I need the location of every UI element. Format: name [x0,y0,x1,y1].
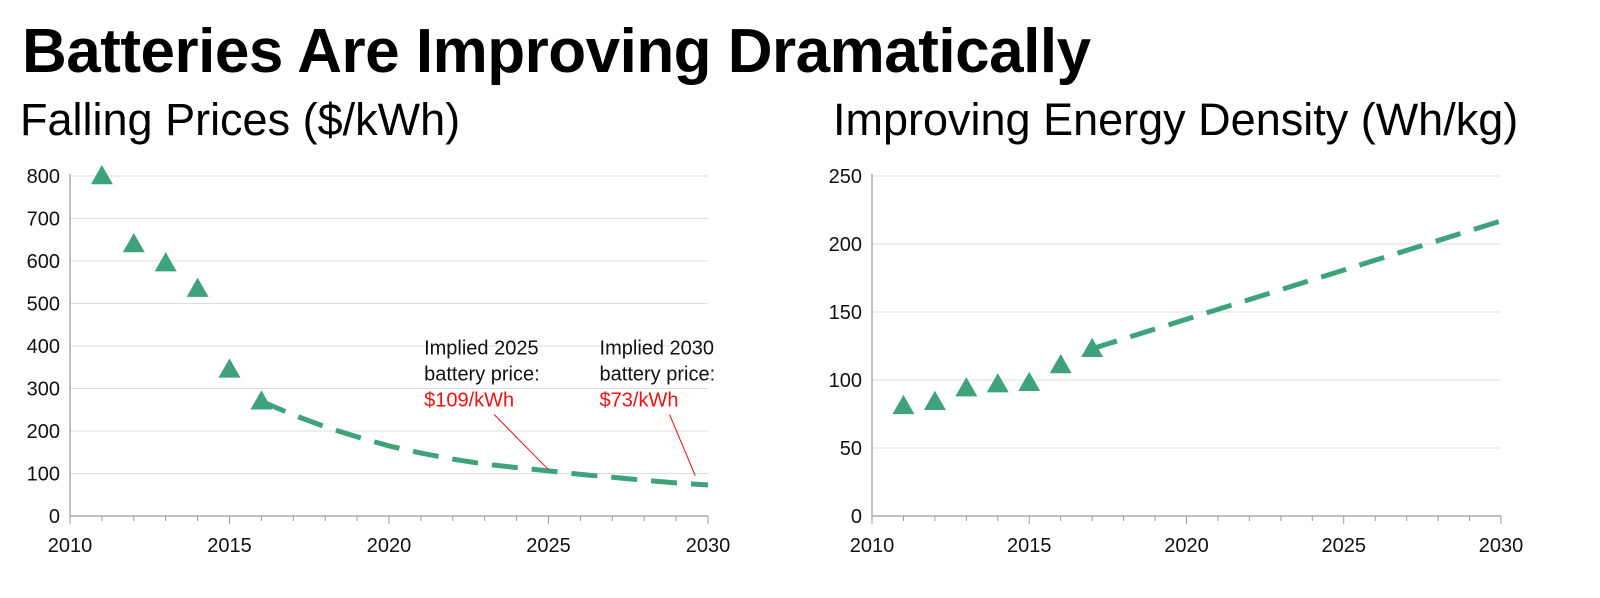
density-y-tick-label: 200 [829,234,862,256]
price-annotation-label: Implied 2030 [600,338,715,360]
density-y-tick-label: 0 [851,506,862,528]
density-trend-line [1091,218,1502,352]
density-data-point [1081,337,1104,357]
density-x-tick-label: 2025 [1322,535,1367,557]
density-x-tick-label: 2020 [1164,535,1209,557]
density-y-tick-label: 250 [829,166,862,188]
price-trend-line [260,399,709,488]
price-annotation-leader [493,414,549,471]
price-x-tick-label: 2030 [686,535,731,557]
price-chart-title: Falling Prices ($/kWh) [20,94,461,145]
price-y-tick-label: 300 [27,379,60,401]
density-data-point [955,377,978,397]
price-data-point [250,390,273,410]
density-chart: 0 50 100 150 200 250 2010 2015 2020 2025 2030 [829,166,1524,557]
density-data-point [1049,354,1072,374]
price-x-tick-label: 2015 [207,535,252,557]
price-annotation-leader [669,414,696,476]
price-annotation-value: $109/kWh [424,390,514,412]
price-data-point [122,233,145,253]
price-data-point [218,358,241,378]
main-title: Batteries Are Improving Dramatically [22,17,1091,86]
price-y-tick-label: 700 [27,209,60,231]
price-y-tick-label: 800 [27,166,60,188]
price-y-tick-label: 200 [27,421,60,443]
density-data-point [923,390,946,411]
price-x-tick-label: 2020 [367,535,412,557]
price-annotation-label: battery price: [600,364,716,386]
density-data-point [986,373,1009,393]
density-y-tick-label: 100 [829,370,862,392]
price-y-tick-label: 500 [27,294,60,316]
price-x-tick-label: 2025 [526,535,571,557]
price-annotation-label: battery price: [424,364,540,386]
price-chart: 0 100 200 300 400 500 600 700 800 2010 2015 2020 202… [27,165,731,557]
price-y-tick-label: 0 [49,506,60,528]
price-annotation-label: Implied 2025 [424,338,539,360]
density-x-tick-label: 2010 [850,535,895,557]
price-data-point [186,277,209,297]
price-y-tick-label: 100 [27,464,60,486]
density-data-point [892,394,915,415]
density-data-point [1018,371,1041,391]
density-chart-title: Improving Energy Density (Wh/kg) [833,94,1519,145]
density-y-tick-label: 50 [840,438,862,460]
price-data-point [154,252,177,272]
price-annotation-value: $73/kWh [600,390,679,412]
price-x-tick-label: 2010 [48,535,93,557]
price-data-point [90,165,113,185]
price-y-tick-label: 400 [27,336,60,358]
price-y-tick-label: 600 [27,251,60,273]
density-x-tick-label: 2030 [1479,535,1524,557]
density-y-tick-label: 150 [829,302,862,324]
density-x-tick-label: 2015 [1007,535,1052,557]
